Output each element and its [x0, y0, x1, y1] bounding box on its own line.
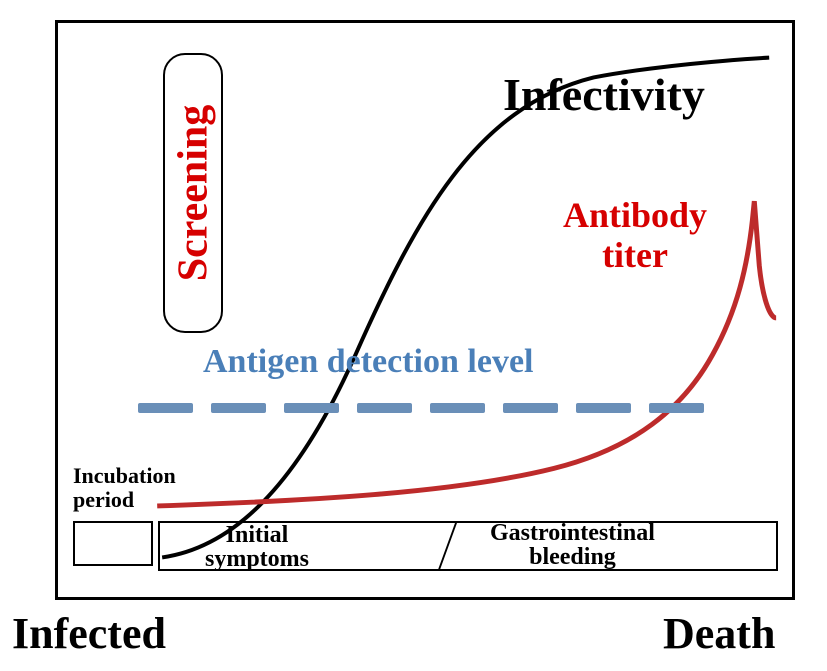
incubation-period-label: Incubation period [73, 464, 176, 512]
dash-segment [503, 403, 558, 413]
infectivity-label: Infectivity [503, 68, 705, 121]
screening-box: Screening [163, 53, 223, 333]
x-axis-end-label: Death [663, 608, 775, 659]
timeline-divider [438, 523, 457, 569]
dash-segment [649, 403, 704, 413]
dash-segment [138, 403, 193, 413]
x-axis-start-label: Infected [12, 608, 166, 659]
incubation-box [73, 521, 153, 566]
chart-frame: Screening Infectivity Antibody titer Ant… [55, 20, 795, 600]
dash-segment [576, 403, 631, 413]
dash-segment [211, 403, 266, 413]
timeline-box: Initial symptoms Gastrointestinal bleedi… [158, 521, 778, 571]
antibody-titer-label: Antibody titer [563, 196, 707, 275]
gastrointestinal-bleeding-label: Gastrointestinal bleeding [490, 521, 655, 569]
screening-label: Screening [169, 105, 217, 282]
dash-segment [284, 403, 339, 413]
initial-symptoms-label: Initial symptoms [205, 523, 309, 571]
dash-segment [430, 403, 485, 413]
antigen-detection-label: Antigen detection level [203, 343, 534, 381]
dash-segment [357, 403, 412, 413]
